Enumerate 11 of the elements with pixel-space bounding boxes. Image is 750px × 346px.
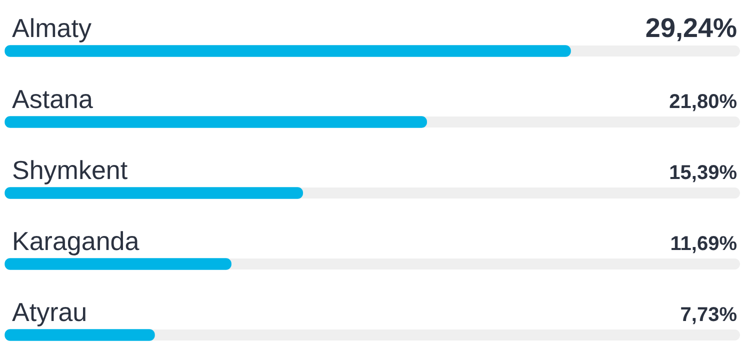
data-label: 7,73%: [680, 304, 738, 326]
bar: [4, 329, 155, 341]
y-tick-label: Almaty: [12, 13, 92, 43]
data-label: 21,80%: [669, 91, 738, 113]
data-label: 15,39%: [669, 162, 738, 184]
y-tick-label: Shymkent: [12, 155, 128, 185]
y-tick-label: Karaganda: [12, 226, 140, 256]
y-tick-label: Atyrau: [12, 297, 88, 327]
data-label: 11,69%: [670, 233, 738, 255]
data-label: 29,24%: [645, 13, 737, 43]
y-tick-label: Astana: [12, 84, 94, 114]
